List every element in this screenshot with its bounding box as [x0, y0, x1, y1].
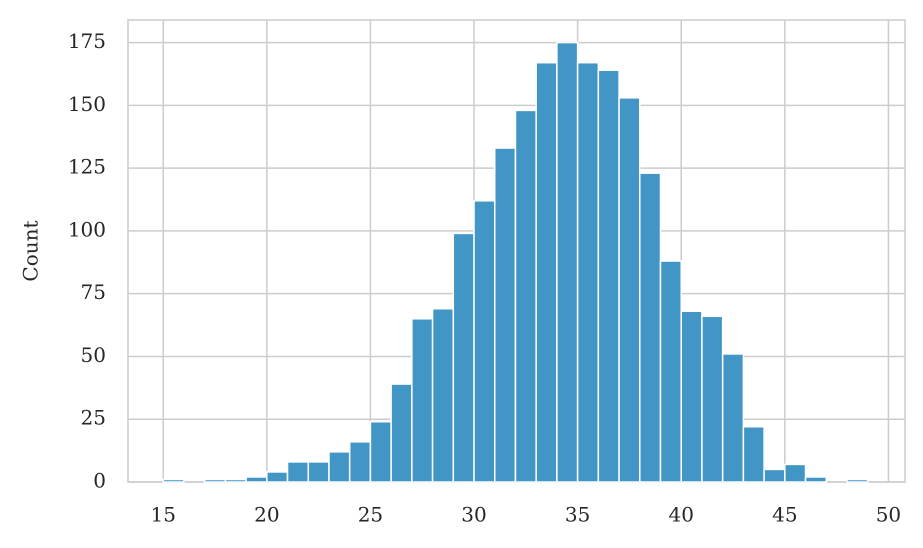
- bar: [452, 232, 475, 483]
- bar: [493, 147, 517, 483]
- bar: [846, 478, 869, 483]
- y-tick-label: 0: [93, 469, 106, 493]
- bar: [576, 61, 600, 483]
- bar: [784, 463, 807, 483]
- bar: [804, 476, 828, 483]
- bar: [701, 315, 724, 483]
- y-tick-label: 25: [81, 406, 106, 430]
- bar: [659, 260, 682, 483]
- bar: [556, 41, 579, 483]
- bar: [286, 461, 310, 483]
- x-tick-label: 25: [358, 503, 383, 527]
- bar: [307, 461, 330, 483]
- y-tick-label: 125: [68, 155, 106, 179]
- bar: [369, 420, 392, 483]
- x-tick-label: 50: [876, 503, 901, 527]
- y-tick-label: 100: [68, 217, 106, 241]
- bar: [514, 109, 537, 483]
- x-tick-label: 20: [254, 503, 279, 527]
- bar: [245, 476, 268, 483]
- bar: [328, 451, 351, 483]
- bar: [162, 478, 185, 483]
- bar: [473, 200, 496, 483]
- y-tick-label: 175: [68, 29, 106, 53]
- bar: [763, 468, 786, 483]
- bar: [618, 97, 641, 483]
- y-tick-label: 75: [81, 280, 106, 304]
- y-axis-label: Count: [19, 220, 43, 281]
- bar: [411, 318, 434, 483]
- bar: [431, 308, 455, 483]
- bar: [742, 426, 765, 483]
- bar: [535, 61, 558, 483]
- bar: [721, 353, 745, 483]
- bar: [224, 478, 247, 483]
- bar: [348, 441, 372, 483]
- bar: [639, 172, 662, 483]
- x-tick-label: 40: [668, 503, 693, 527]
- x-tick-label: 35: [565, 503, 590, 527]
- y-tick-label: 150: [68, 92, 106, 116]
- x-tick-label: 45: [772, 503, 797, 527]
- bar: [390, 383, 413, 483]
- x-tick-label: 15: [150, 503, 175, 527]
- y-tick-label: 50: [81, 343, 106, 367]
- bar: [597, 69, 620, 483]
- bar: [203, 478, 227, 483]
- bar: [266, 471, 289, 483]
- x-tick-label: 30: [461, 503, 486, 527]
- bar: [680, 310, 703, 483]
